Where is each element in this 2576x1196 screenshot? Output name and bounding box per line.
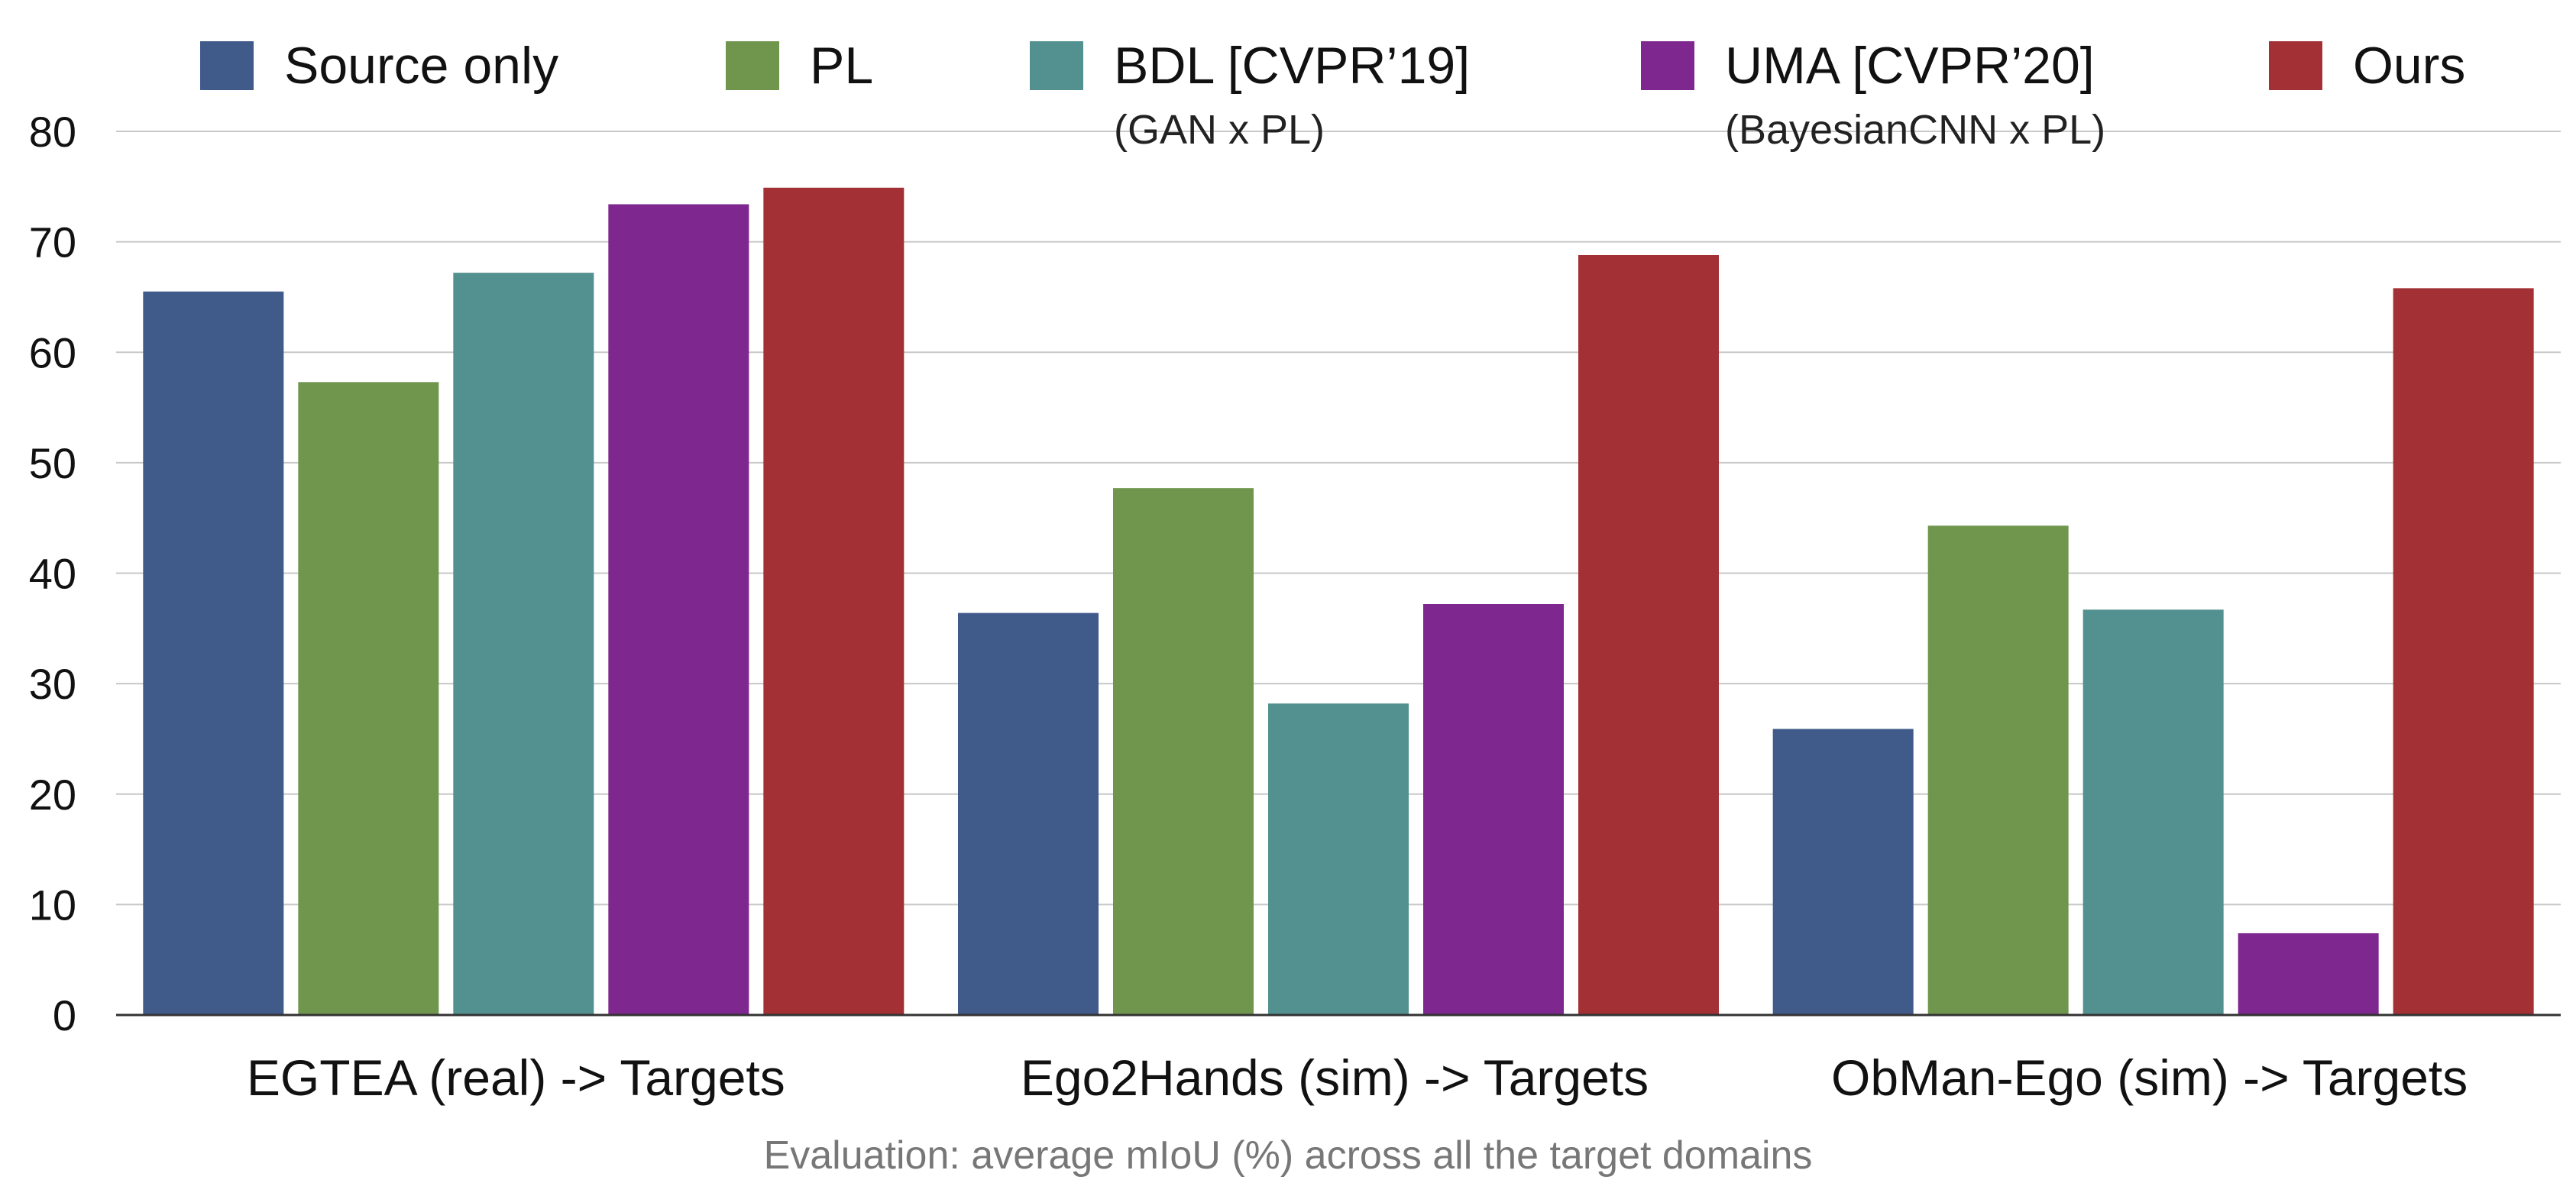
legend-swatch [726,41,779,90]
x-axis-label: Evaluation: average mIoU (%) across all … [764,1133,1813,1178]
legend-label: UMA [CVPR’20] [1725,37,2095,95]
x-category-label: Ego2Hands (sim) -> Targets [1021,1049,1649,1106]
y-tick-label: 30 [29,660,76,708]
legend-label: PL [810,37,873,95]
y-tick-label: 40 [29,550,76,598]
legend-item: BDL [CVPR’19] (GAN x PL) [1030,37,1470,153]
y-tick-label: 0 [53,991,76,1039]
legend-sublabel: (GAN x PL) [1114,107,1325,153]
legend-swatch [1641,41,1694,90]
legend-swatch [2269,41,2322,90]
bar-pl-1 [1113,488,1254,1015]
legend-item: Source only [200,37,558,95]
bar-bdl-0 [453,273,594,1015]
bar-bdl-1 [1268,703,1409,1015]
bar-ours-2 [2393,288,2534,1015]
x-category-label: ObMan-Ego (sim) -> Targets [1831,1049,2468,1106]
legend-swatch [1030,41,1083,90]
y-tick-label: 10 [29,881,76,929]
bar-source-0 [143,291,284,1015]
y-tick-label: 60 [29,328,76,377]
bar-ours-1 [1578,254,1719,1016]
bar-uma-0 [608,204,749,1015]
y-tick-label: 20 [29,771,76,819]
bar-pl-0 [298,382,439,1016]
legend-item: PL [726,37,873,95]
legend-label: BDL [CVPR’19] [1114,37,1470,95]
legend-label: Ours [2353,37,2465,95]
axes: 0 10 20 30 40 50 60 70 80 EGTEA (real) -> Targets… [29,108,2561,1106]
bars [143,187,2534,1016]
bar-bdl-2 [2082,609,2224,1015]
legend-item: Ours [2269,37,2465,95]
y-tick-label: 80 [29,108,76,156]
legend-sublabel: (BayesianCNN x PL) [1725,107,2105,153]
legend: Source only PL BDL [CVPR’19] (GAN x PL) UMA … [200,37,2465,153]
bar-source-1 [958,613,1099,1015]
x-category-label: EGTEA (real) -> Targets [247,1049,785,1106]
y-tick-label: 50 [29,439,76,487]
bar-ours-0 [763,187,905,1015]
y-tick-label: 70 [29,218,76,267]
bar-uma-1 [1423,603,1564,1015]
legend-item: UMA [CVPR’20] (BayesianCNN x PL) [1641,37,2105,153]
bar-pl-2 [1927,525,2069,1015]
legend-swatch [200,41,254,90]
bar-uma-2 [2238,933,2379,1015]
legend-label: Source only [284,37,558,95]
bar-source-2 [1772,729,1914,1015]
